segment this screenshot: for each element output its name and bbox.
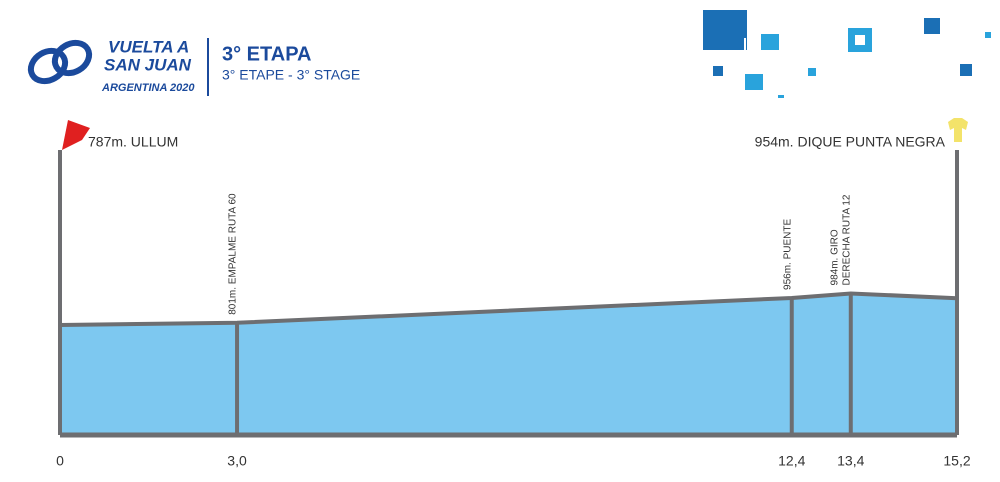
decoration	[703, 10, 991, 98]
logo-text: SAN JUAN	[104, 55, 192, 74]
x-tick-label: 12,4	[778, 453, 805, 469]
x-tick-label: 13,4	[837, 453, 864, 469]
x-tick-label: 0	[56, 453, 64, 469]
profile-area	[60, 293, 957, 435]
logo-text: VUELTA A	[108, 37, 189, 56]
chart-subtitle: 3° ETAPE - 3° STAGE	[222, 67, 360, 83]
chart-title: 3° ETAPA	[222, 43, 312, 65]
point-label: 801m. EMPALME RUTA 60	[228, 193, 239, 315]
logo: VUELTA A SAN JUAN ARGENTINA 2020	[27, 37, 195, 94]
point-label: 787m. ULLUM	[88, 134, 178, 150]
point-label: 984m. GIRO	[829, 229, 840, 285]
point-label: 954m. DIQUE PUNTA NEGRA	[755, 134, 946, 150]
logo-text: ARGENTINA 2020	[101, 82, 195, 94]
leader-jersey	[948, 118, 968, 142]
x-tick-label: 3,0	[227, 453, 247, 469]
start-flag	[62, 120, 90, 150]
point-label: 956m. PUENTE	[782, 218, 793, 289]
x-tick-label: 15,2	[943, 453, 970, 469]
point-label: DERECHA RUTA 12	[841, 194, 852, 285]
